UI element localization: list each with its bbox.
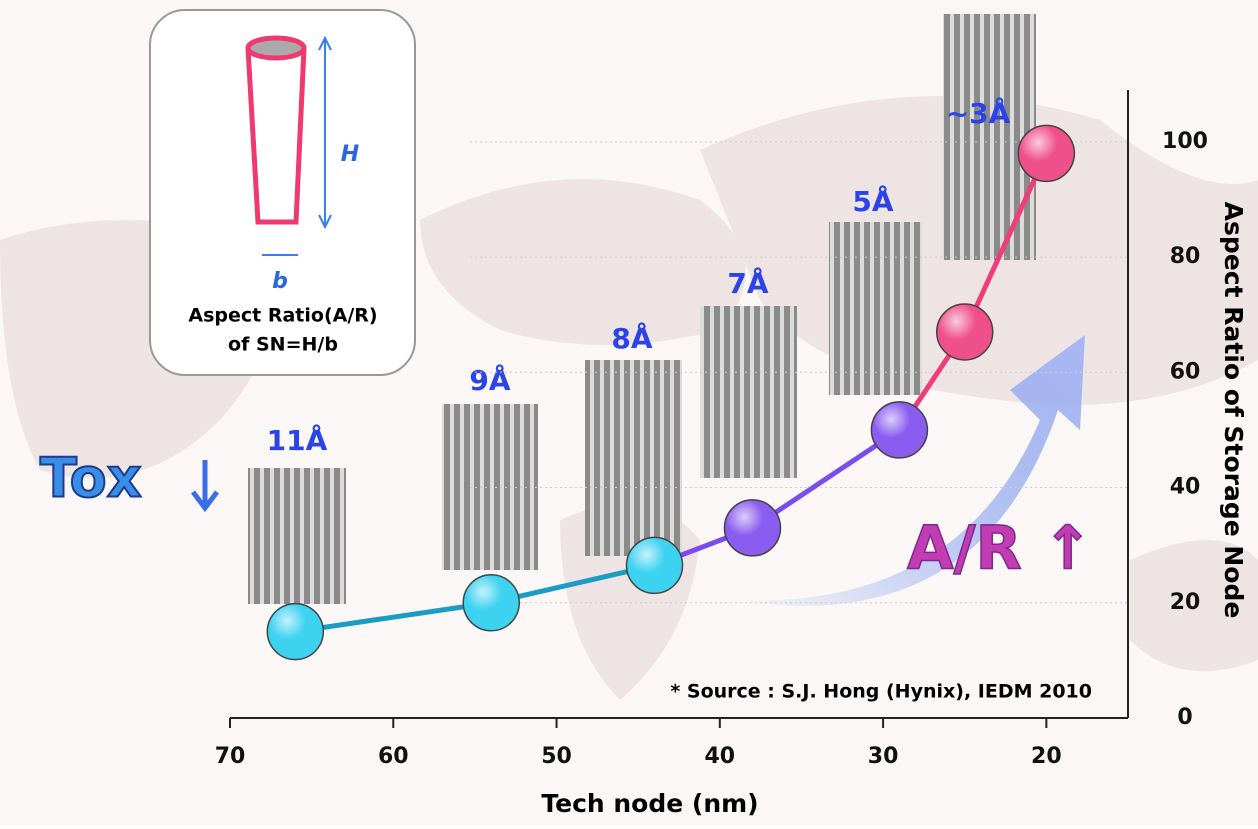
inset-h: H: [341, 142, 359, 167]
point-highlight: [628, 538, 682, 592]
x-tick-label: 30: [868, 744, 899, 769]
ar-label: A/R ↑: [907, 514, 1093, 584]
point-highlight: [938, 305, 992, 359]
x-tick-label: 50: [541, 744, 572, 769]
y-axis-label: Aspect Ratio of Storage Node: [1219, 202, 1248, 619]
y-tick-label: 40: [1170, 475, 1201, 500]
thickness-label: 9Å: [469, 363, 510, 397]
source: * Source : S.J. Hong (Hynix), IEDM 2010: [670, 681, 1092, 703]
thickness-label: 5Å: [852, 184, 893, 218]
point-highlight: [268, 605, 322, 659]
x-tick-label: 40: [705, 744, 736, 769]
y-tick-label: 60: [1170, 359, 1201, 384]
inset-text: Aspect Ratio(A/R): [188, 305, 377, 327]
point-highlight: [872, 403, 926, 457]
inset: H b Aspect Ratio(A/R) of SN=H/b: [150, 10, 415, 375]
y-tick-label: 80: [1170, 244, 1201, 269]
inset-text: of SN=H/b: [228, 334, 338, 356]
x-axis-label: Tech node (nm): [541, 789, 758, 818]
thickness-label: ~3Å: [946, 96, 1011, 130]
thickness-label: 7Å: [727, 266, 768, 300]
x-tick-label: 20: [1031, 744, 1062, 769]
point-highlight: [725, 501, 779, 555]
point-highlight: [1019, 126, 1073, 180]
x-tick-label: 60: [378, 744, 409, 769]
x-tick-label: 70: [215, 744, 246, 769]
y-tick-label: 100: [1162, 129, 1208, 154]
thickness-label: 11Å: [267, 423, 328, 457]
y-tick-label: 20: [1170, 590, 1201, 615]
chart: H b Aspect Ratio(A/R) of SN=H/b 11Å 9Å 8…: [0, 0, 1258, 825]
inset-b: b: [272, 269, 288, 294]
y-tick-label: 0: [1177, 705, 1192, 730]
thickness-label: 8Å: [611, 321, 652, 355]
tox-label: Tox: [40, 447, 142, 510]
point-highlight: [464, 576, 518, 630]
